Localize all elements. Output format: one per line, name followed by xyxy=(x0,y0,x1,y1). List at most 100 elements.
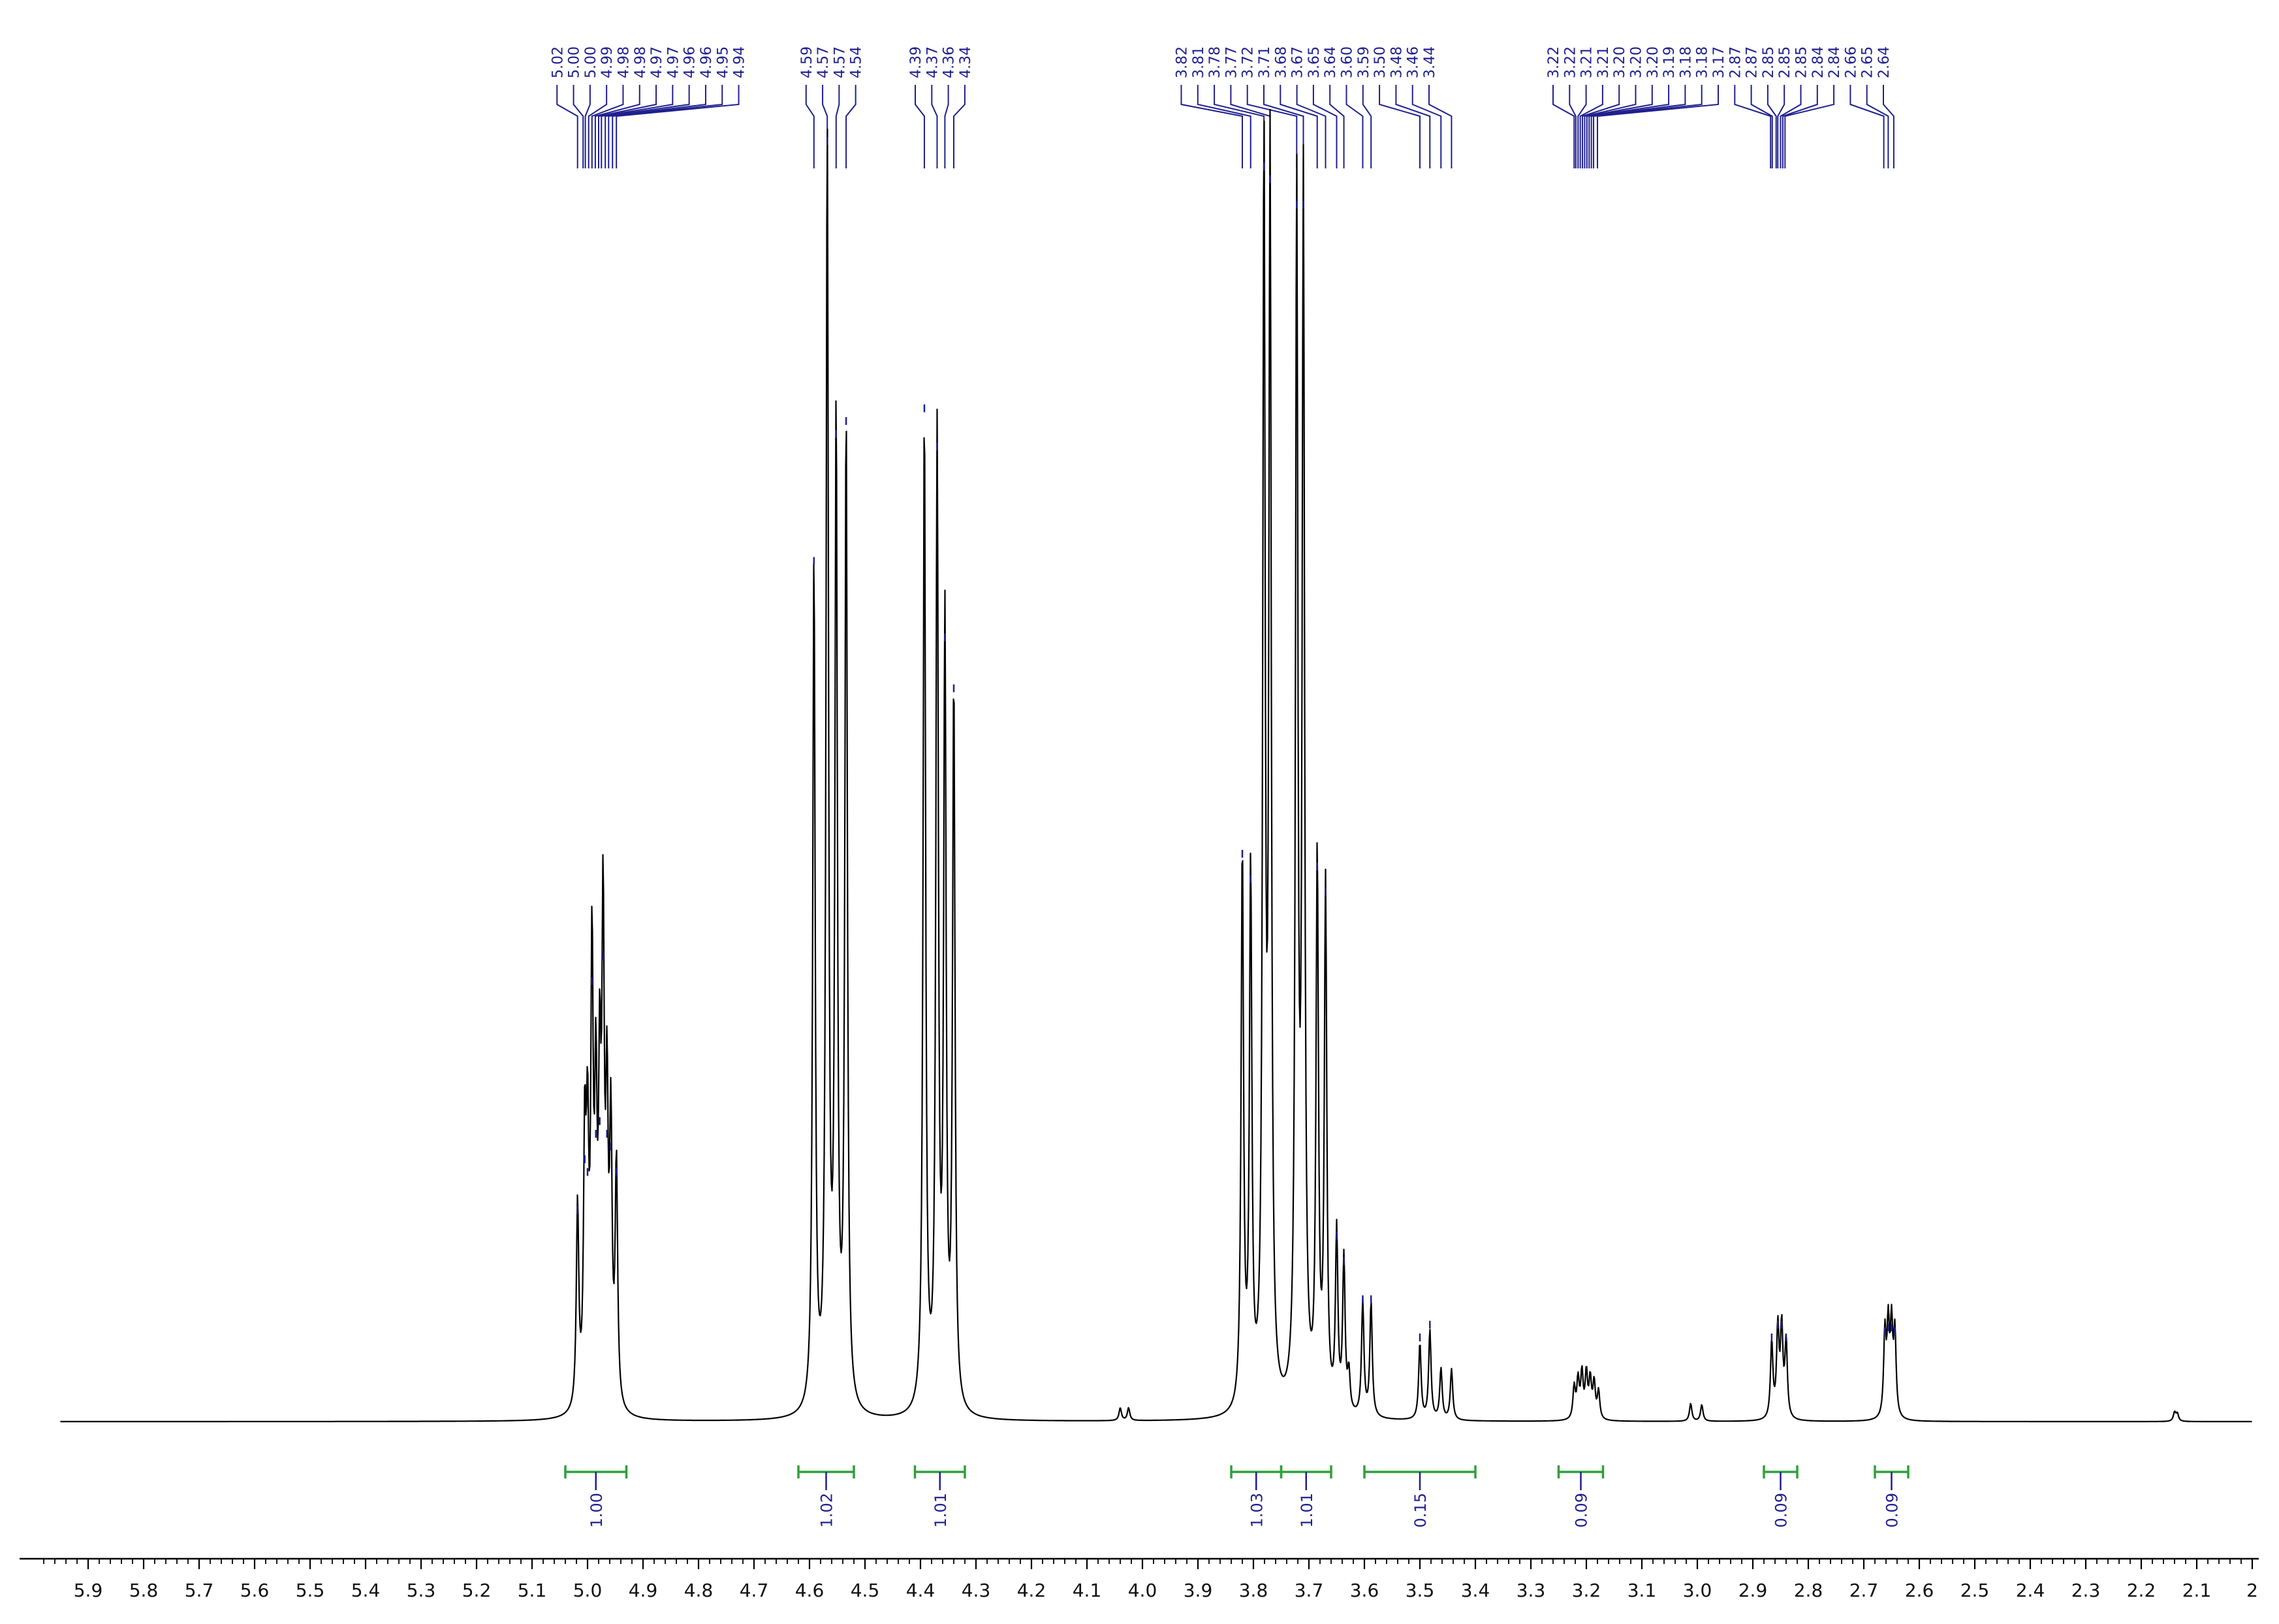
peak-label-connector xyxy=(1263,85,1304,168)
peak-label-connector xyxy=(1597,85,1719,168)
peak-label-connector xyxy=(584,85,591,168)
peak-label: 3.68 xyxy=(1273,46,1289,78)
peak-label: 3.20 xyxy=(1629,46,1645,78)
peak-label-connector xyxy=(1379,85,1421,168)
peak-label: 3.48 xyxy=(1389,46,1405,78)
peak-label-connector xyxy=(1577,85,1587,168)
x-axis: 5.9 5.8 5.7 5.6 5.5 5.4 5.3 5.2 5.1 5.0 4.9 4.8 4.7 4… xyxy=(20,1557,2259,1601)
x-tick-label: 4.5 xyxy=(851,1580,880,1601)
peak-label-connector xyxy=(1395,85,1431,168)
integral: 1.02 xyxy=(797,1465,855,1527)
integral: 0.09 xyxy=(1763,1465,1799,1527)
peak-label: 3.22 xyxy=(1562,46,1579,78)
x-tick-label: 3.8 xyxy=(1239,1580,1268,1601)
x-tick-label: 5.8 xyxy=(129,1580,159,1601)
peak-label: 4.54 xyxy=(849,46,865,78)
peak-label-connector xyxy=(944,85,949,168)
peak-label: 4.37 xyxy=(924,46,941,78)
integral-value: 0.15 xyxy=(1411,1493,1430,1527)
peak-label-connector xyxy=(1590,85,1686,168)
integral: 1.03 xyxy=(1230,1465,1283,1527)
x-tick-label: 5.5 xyxy=(296,1580,325,1601)
peak-label: 5.00 xyxy=(567,46,583,78)
peak-label-connector xyxy=(616,85,740,168)
peak-label-connector xyxy=(1777,85,1785,168)
peak-label-connector xyxy=(1883,85,1894,168)
integral-value: 1.01 xyxy=(1298,1493,1316,1527)
peak-label: 3.77 xyxy=(1223,46,1240,78)
x-tick-label: 2.9 xyxy=(1738,1580,1768,1601)
peak-label-connector xyxy=(915,85,925,168)
integral-value: 1.02 xyxy=(818,1493,836,1527)
peak-label: 2.65 xyxy=(1860,46,1876,78)
peak-label-connector xyxy=(1782,85,1818,168)
peak-label-connector xyxy=(1784,85,1835,168)
peak-label: 4.95 xyxy=(715,46,731,78)
peak-label-connector xyxy=(953,85,966,168)
peak-label: 3.22 xyxy=(1546,46,1562,78)
peak-label: 4.39 xyxy=(908,46,924,78)
x-tick-label: 3.7 xyxy=(1295,1580,1324,1601)
peak-label-connector xyxy=(1214,85,1265,168)
x-tick-label: 3.5 xyxy=(1406,1580,1435,1601)
peak-label-connector xyxy=(835,85,840,168)
peak-label: 3.44 xyxy=(1422,46,1438,78)
peak-label: 2.66 xyxy=(1843,46,1859,78)
x-tick-label: 4.7 xyxy=(740,1580,769,1601)
x-tick-label: 3.3 xyxy=(1517,1580,1546,1601)
peak-label: 5.02 xyxy=(550,46,566,78)
peak-label-connector xyxy=(1586,85,1653,168)
peak-label: 4.36 xyxy=(941,46,958,78)
peak-label-connector xyxy=(573,85,584,168)
peak-label: 3.19 xyxy=(1661,46,1678,78)
integral: 1.00 xyxy=(564,1465,628,1527)
x-tick-label: 4.9 xyxy=(629,1580,658,1601)
peak-label: 3.81 xyxy=(1191,46,1207,78)
peak-label-connector xyxy=(845,85,857,168)
x-tick-label: 2 xyxy=(2246,1580,2258,1601)
x-tick-label: 3.4 xyxy=(1461,1580,1490,1601)
peak-label: 3.18 xyxy=(1678,46,1694,78)
peak-label: 3.67 xyxy=(1290,46,1306,78)
x-tick-label: 2.8 xyxy=(1794,1580,1823,1601)
integral-value: 0.09 xyxy=(1573,1493,1591,1527)
peak-label-connector xyxy=(1411,85,1442,168)
peak-label-connector xyxy=(598,85,657,168)
peak-label: 3.71 xyxy=(1257,46,1273,78)
peak-label-connector xyxy=(931,85,938,168)
peak-label: 2.85 xyxy=(1777,46,1793,78)
peak-label: 3.20 xyxy=(1645,46,1661,78)
x-tick-label: 2.1 xyxy=(2182,1580,2212,1601)
peak-label: 4.57 xyxy=(815,46,832,78)
x-tick-label: 4.1 xyxy=(1073,1580,1102,1601)
peak-label-connector xyxy=(1582,85,1620,168)
peak-label: 4.96 xyxy=(699,46,715,78)
peak-label: 4.34 xyxy=(958,46,974,78)
integral-value: 1.00 xyxy=(588,1493,606,1527)
peak-label: 4.98 xyxy=(633,46,649,78)
x-tick-label: 5.3 xyxy=(407,1580,436,1601)
peak-label-connector xyxy=(612,85,723,168)
peak-label: 3.64 xyxy=(1323,46,1339,78)
peak-label-connector xyxy=(1296,85,1327,168)
peak-label: 3.21 xyxy=(1579,46,1595,78)
peak-label: 4.99 xyxy=(599,46,616,78)
peak-label: 3.72 xyxy=(1240,46,1257,78)
x-tick-label: 4.3 xyxy=(962,1580,991,1601)
peak-label-connector xyxy=(1428,85,1453,168)
peak-label-connector xyxy=(556,85,578,168)
peak-label: 4.59 xyxy=(799,46,815,78)
peak-label-connector xyxy=(1180,85,1243,168)
peak-label-connector xyxy=(1345,85,1364,168)
peak-label-connector xyxy=(1584,85,1637,168)
x-tick-label: 5.4 xyxy=(351,1580,381,1601)
peak-label: 3.50 xyxy=(1372,46,1389,78)
peak-label: 2.87 xyxy=(1727,46,1744,78)
peak-label-connector xyxy=(1734,85,1772,168)
peak-label-connector xyxy=(1197,85,1251,168)
peak-label-connector xyxy=(588,85,608,168)
integral: 1.01 xyxy=(913,1465,966,1527)
peak-label: 2.85 xyxy=(1794,46,1810,78)
peak-label: 3.59 xyxy=(1356,46,1372,78)
x-tick-label: 3.9 xyxy=(1184,1580,1213,1601)
